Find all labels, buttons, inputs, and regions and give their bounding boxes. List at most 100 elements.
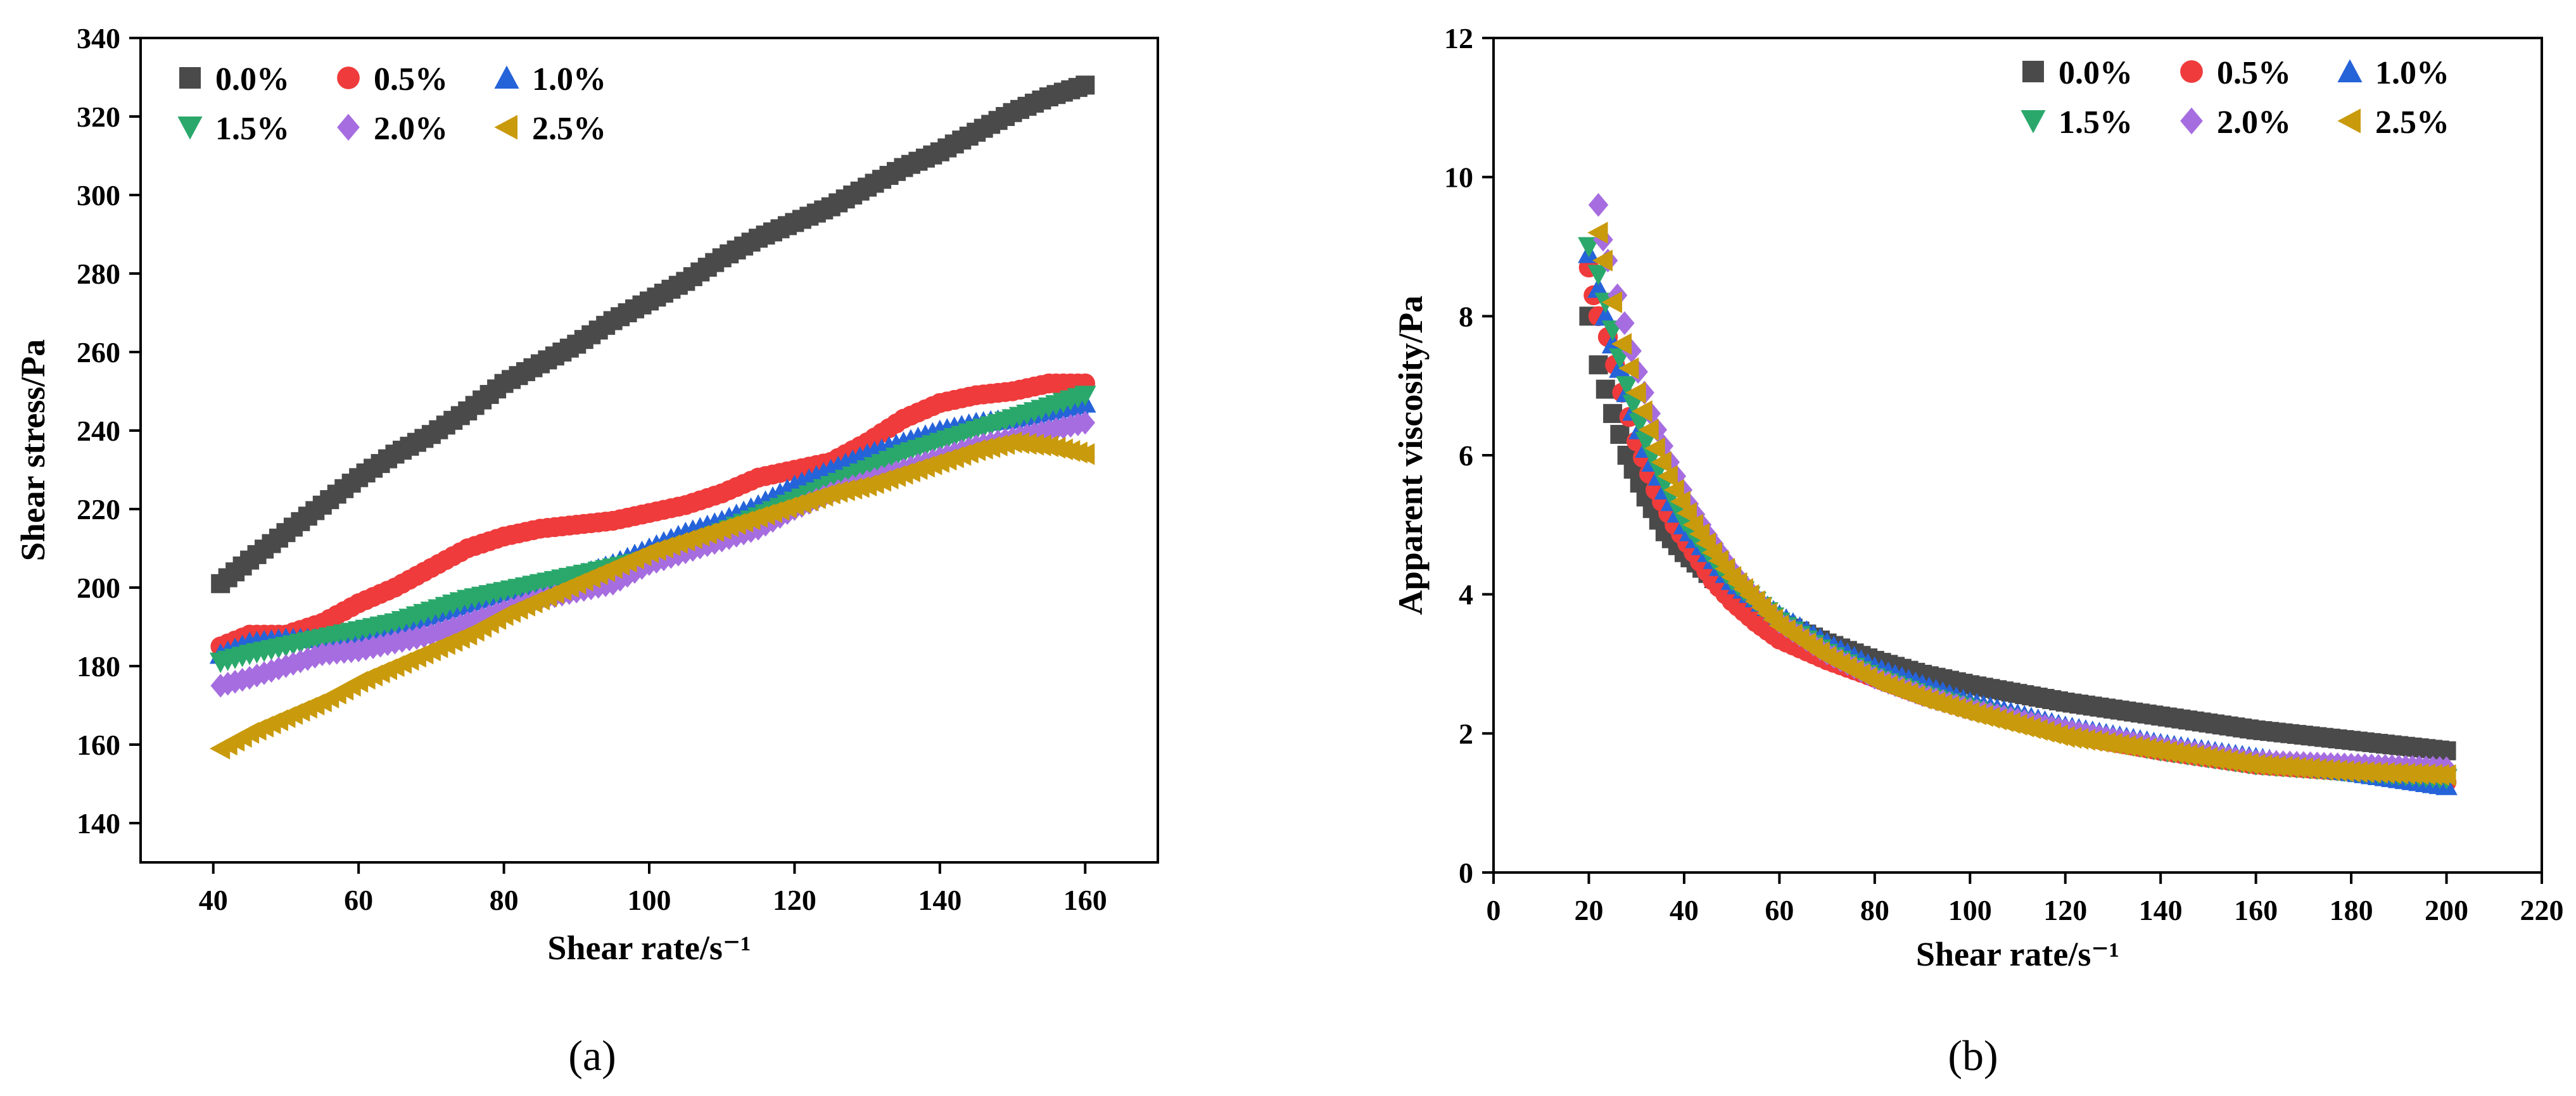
x-tick-label: 160 [1063, 884, 1107, 916]
y-tick-label: 2 [1459, 717, 1473, 750]
legend-marker [337, 66, 360, 89]
legend-marker [177, 117, 203, 140]
legend-marker [494, 65, 519, 89]
data-point [1601, 291, 1623, 313]
legend-marker [494, 115, 517, 140]
panel-b-legend: 0.0% 0.5% 1.0% 1.5% 2.0% 2.5% [2021, 55, 2449, 141]
series-0.5% [210, 373, 1096, 657]
legend-label: 0.5% [2217, 55, 2291, 91]
legend-item-2.0%: 2.0% [337, 111, 448, 147]
panel-b-series [1578, 192, 2458, 795]
data-point [1610, 425, 1630, 444]
panel-b-caption: (b) [1948, 1031, 1998, 1080]
panel-b-tick-labels: 0 20 40 60 80 100 120 140 160 180 200 220 0 2 4 6 8 10 12 [1444, 22, 2564, 926]
x-tick-label: 60 [1765, 894, 1794, 926]
legend-item-2.5%: 2.5% [2337, 104, 2449, 141]
legend-item-1.5%: 1.5% [2021, 104, 2133, 141]
series-2.5% [1587, 222, 2456, 786]
x-tick-label: 200 [2425, 894, 2468, 926]
panel-b-apparent-viscosity-chart: 0 20 40 60 80 100 120 140 160 180 200 220024681012 … [1392, 22, 2564, 1080]
data-point [1074, 386, 1096, 406]
x-tick-label: 100 [1948, 894, 1992, 926]
panel-a-x-axis-title: Shear rate/s⁻¹ [547, 929, 751, 967]
data-point [1611, 333, 1632, 355]
panel-a-tick-marks [129, 37, 1087, 874]
data-point [1616, 376, 1638, 397]
data-point [1618, 357, 1639, 379]
panel-a-series [209, 75, 1096, 760]
data-point [1589, 355, 1608, 375]
data-point [1663, 479, 1684, 501]
x-tick-label: 140 [918, 884, 961, 916]
legend-label: 1.0% [2375, 55, 2449, 91]
x-tick-label: 220 [2520, 894, 2564, 926]
legend-label: 2.5% [2375, 104, 2449, 141]
legend-label: 1.5% [2059, 104, 2133, 141]
y-tick-label: 280 [77, 258, 120, 290]
data-point [1622, 394, 1644, 415]
data-point [1632, 400, 1653, 422]
legend-item-1.0%: 1.0% [2337, 55, 2449, 91]
data-point [1592, 249, 1613, 272]
legend-marker [2180, 107, 2203, 135]
data-point [1594, 305, 1617, 326]
legend-marker [337, 113, 360, 141]
data-point [1635, 432, 1657, 453]
legend-item-0.5%: 0.5% [337, 61, 448, 98]
legend-marker [179, 67, 201, 89]
x-tick-label: 80 [490, 884, 519, 916]
legend-item-1.0%: 1.0% [494, 61, 606, 98]
data-point [1670, 490, 1691, 513]
legend-label: 0.0% [2059, 55, 2133, 91]
legend-label: 2.0% [374, 111, 448, 147]
y-tick-label: 160 [77, 729, 120, 761]
legend-label: 0.5% [374, 61, 448, 98]
data-point [1644, 437, 1665, 460]
y-tick-label: 6 [1459, 439, 1473, 472]
legend-item-0.0%: 0.0% [179, 61, 289, 98]
panel-a-tick-labels: 40 60 80 100 120 140 160 140 160 180 200 220 240 260 2… [77, 22, 1107, 916]
y-tick-label: 220 [77, 493, 120, 526]
x-tick-label: 60 [344, 884, 373, 916]
y-tick-label: 4 [1459, 579, 1473, 611]
y-tick-label: 300 [77, 179, 120, 211]
y-tick-label: 0 [1459, 857, 1473, 889]
panel-a-y-axis-title: Shear stress/Pa [14, 339, 52, 562]
legend-item-0.0%: 0.0% [2022, 55, 2133, 91]
legend-marker [2022, 61, 2044, 82]
data-point [1074, 443, 1095, 465]
x-tick-label: 100 [628, 884, 671, 916]
x-tick-label: 160 [2234, 894, 2278, 926]
y-tick-label: 8 [1459, 300, 1473, 332]
y-tick-label: 12 [1444, 22, 1473, 54]
data-point [2435, 764, 2456, 786]
legend-label: 1.0% [532, 61, 606, 98]
legend-label: 2.5% [532, 111, 606, 147]
legend-marker [2337, 59, 2363, 82]
data-point [1625, 381, 1646, 404]
legend-label: 0.0% [215, 61, 289, 98]
x-tick-label: 0 [1487, 894, 1501, 926]
data-point [1615, 311, 1635, 336]
panel-b-y-axis-title: Apparent viscosity/Pa [1392, 296, 1430, 615]
series-2.5% [209, 431, 1095, 760]
data-point [1676, 502, 1697, 524]
data-point [1596, 379, 1615, 399]
y-tick-label: 240 [77, 415, 120, 447]
legend-label: 1.5% [215, 111, 289, 147]
y-tick-label: 180 [77, 650, 120, 683]
data-point [1657, 465, 1678, 488]
y-tick-label: 140 [77, 807, 120, 840]
legend-label: 2.0% [2217, 104, 2291, 141]
data-point [1075, 410, 1096, 435]
panel-b-x-axis-title: Shear rate/s⁻¹ [1916, 935, 2119, 973]
series-1.5% [209, 386, 1096, 674]
data-point [1603, 404, 1623, 424]
x-tick-label: 40 [199, 884, 228, 916]
legend-item-0.5%: 0.5% [2180, 55, 2291, 91]
x-tick-label: 140 [2139, 894, 2183, 926]
x-tick-label: 120 [2043, 894, 2087, 926]
panel-b-plot-frame [1492, 37, 2543, 874]
legend-marker [2021, 110, 2046, 134]
data-point [1651, 451, 1672, 474]
